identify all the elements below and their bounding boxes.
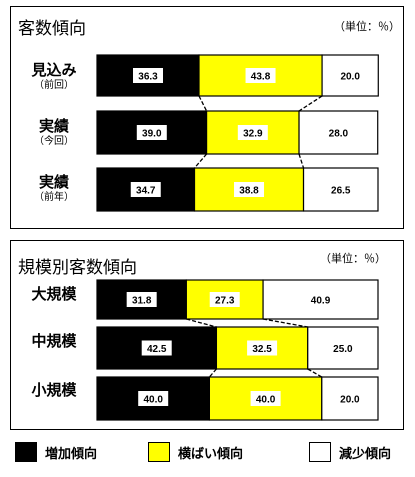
chart-1-unit: （単位：％） [334,20,400,33]
data-label-box [305,292,336,307]
data-label-box [234,182,265,197]
data-label-box [126,292,157,307]
chart-2-row-label-1: 大規模 [9,286,99,303]
data-label-box [136,125,167,140]
chart-1-row-label-1-sub: （前回） [34,80,74,91]
data-label: 38.8 [239,186,259,197]
data-label-box [250,391,281,406]
data-label: 28.0 [329,129,349,140]
connector-line [198,95,208,112]
chart-2-row-label-2: 中規模 [9,333,99,350]
data-label-box [323,125,354,140]
bar-segment-increase [96,326,218,370]
data-label-box [209,292,240,307]
chart-2-title: 規模別客数傾向 [18,258,137,278]
data-label: 36.3 [138,72,158,83]
chart-2-row-label-3: 小規模 [9,382,99,399]
data-label-box [334,391,365,406]
legend-label-increase: 増加傾向 [45,446,98,462]
chart-1-row-label-2-sub: （今回） [34,136,74,147]
bar-segment-decrease [298,110,379,155]
data-label: 20.0 [340,72,360,83]
chart-2-row-label-2-main: 中規模 [31,332,77,350]
data-label-box [138,391,169,406]
data-label: 40.0 [143,395,163,406]
chart-1-row-label-3-sub: （前年） [34,192,74,203]
legend-swatch-flat [148,442,170,462]
bar-segment-increase [96,54,200,97]
connector-line [307,368,323,378]
data-label: 34.7 [136,186,156,197]
data-label: 32.5 [252,344,272,355]
chart-2-row-label-3-main: 小規模 [31,381,77,399]
data-label-box [130,182,161,197]
data-label: 43.8 [251,72,271,83]
chart-2-unit: （単位：％） [320,252,386,265]
chart-1-row-label-3: 実績 （前年） [9,174,99,204]
data-label: 39.0 [142,129,162,140]
chart-1-row-label-3-main: 実績 [38,173,69,191]
legend-swatch-decrease [309,442,331,462]
connector-line [298,95,323,112]
chart-1-row-label-1-main: 見込み [31,61,77,79]
data-label-box [327,340,358,356]
data-label: 31.8 [132,296,152,307]
legend-swatch-increase [15,442,37,462]
connector-line [262,318,308,328]
legend-item-decrease: 減少傾向 [309,441,391,463]
legend-item-flat: 横ばい傾向 [148,441,243,463]
data-label: 40.0 [256,395,276,406]
connector-line [186,318,217,328]
data-label: 42.5 [147,344,167,355]
connector-line [208,368,217,378]
data-label-box [325,182,356,197]
chart-1-row-label-2-main: 実績 [38,117,69,135]
chart-2-row-label-1-main: 大規模 [31,285,77,303]
data-label: 25.0 [333,344,353,355]
data-label-box [247,340,278,356]
legend-item-increase: 増加傾向 [15,441,97,463]
data-label-box [335,68,366,83]
data-label: 40.9 [311,296,331,307]
bar-segment-increase [96,376,211,421]
data-label: 27.3 [215,296,235,307]
chart-1-title: 客数傾向 [18,19,86,39]
connector-line [298,153,305,169]
data-label-box [141,340,172,356]
chart-1-row-label-1: 見込み （前回） [9,62,99,92]
data-label: 32.9 [243,129,263,140]
legend-label-decrease: 減少傾向 [339,446,392,462]
chart-1-row-label-2: 実績 （今回） [9,118,99,148]
connector-line [194,153,208,169]
data-label: 26.5 [331,186,351,197]
data-label-box [133,68,164,83]
data-label-box [245,68,276,83]
legend-label-flat: 横ばい傾向 [178,446,244,462]
data-label-box [237,125,268,140]
data-label: 20.0 [340,395,360,406]
